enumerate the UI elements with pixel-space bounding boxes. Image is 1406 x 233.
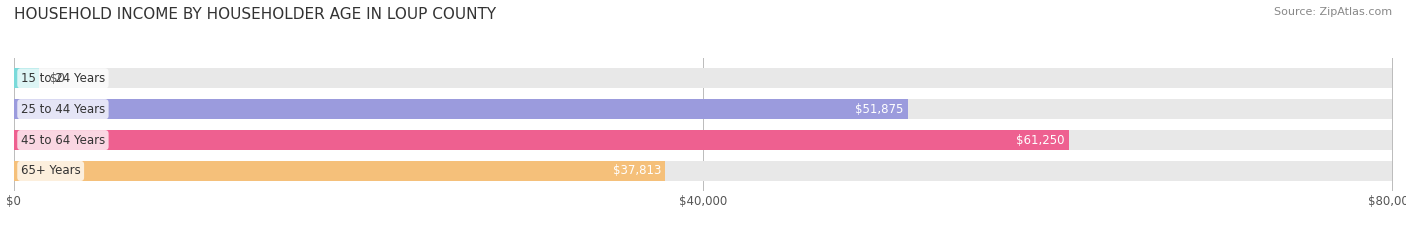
Text: 15 to 24 Years: 15 to 24 Years (21, 72, 105, 85)
Text: Source: ZipAtlas.com: Source: ZipAtlas.com (1274, 7, 1392, 17)
Text: $37,813: $37,813 (613, 164, 661, 178)
Bar (14, 68, 39, 88)
Text: 65+ Years: 65+ Years (21, 164, 80, 178)
Text: 45 to 64 Years: 45 to 64 Years (21, 134, 105, 147)
Text: $51,875: $51,875 (855, 103, 904, 116)
Text: 25 to 44 Years: 25 to 44 Years (21, 103, 105, 116)
Text: HOUSEHOLD INCOME BY HOUSEHOLDER AGE IN LOUP COUNTY: HOUSEHOLD INCOME BY HOUSEHOLDER AGE IN L… (14, 7, 496, 22)
Bar (14, 130, 1392, 150)
Text: $61,250: $61,250 (1017, 134, 1064, 147)
Bar (14, 99, 1392, 119)
Bar (14, 161, 665, 181)
Bar (14, 161, 1392, 181)
Bar (14, 99, 907, 119)
Text: $0: $0 (49, 72, 65, 85)
Bar (14, 68, 1392, 88)
Bar (14, 130, 1069, 150)
